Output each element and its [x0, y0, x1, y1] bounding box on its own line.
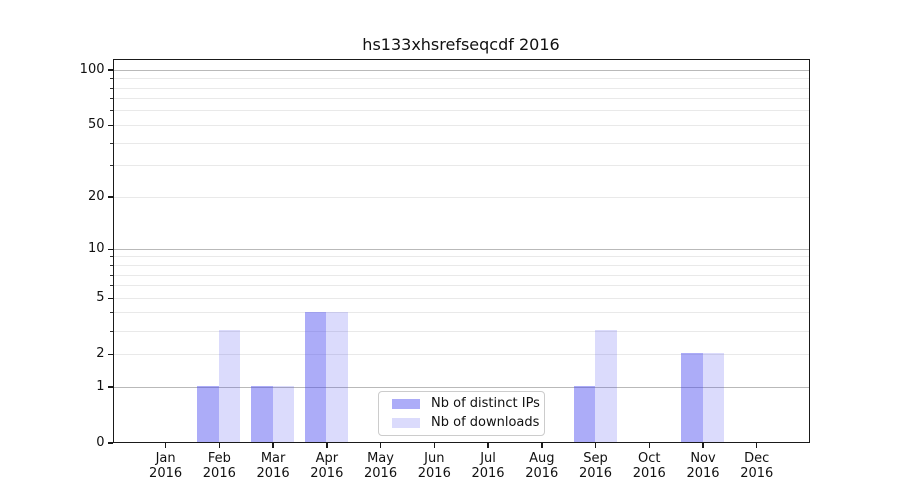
legend-swatch-distinct-ips	[392, 399, 420, 409]
gridline-major-1	[113, 386, 809, 388]
y-axis-tick-2: 2	[96, 346, 105, 362]
y-axis-minor-tickmark-40	[110, 142, 113, 144]
x-axis-tickmark-apr	[326, 443, 328, 448]
gridline-minor-80	[113, 87, 809, 89]
legend: Nb of distinct IPs Nb of downloads	[378, 391, 545, 436]
y-axis-tick-100: 100	[79, 62, 105, 78]
bar-downloads-sep	[595, 330, 617, 442]
bar-distinct-ips-apr	[304, 312, 327, 442]
bar-downloads-apr	[326, 312, 348, 442]
gridline-major-10	[113, 248, 809, 250]
bar-distinct-ips-nov	[681, 353, 703, 442]
x-axis-tick-aug: Aug 2016	[525, 451, 559, 481]
legend-swatch-downloads	[392, 418, 420, 428]
gridline-minor-9	[113, 256, 809, 258]
x-axis-tickmark-dec	[755, 443, 758, 448]
plot-area	[112, 59, 810, 443]
gridline-minor-70	[113, 98, 809, 100]
x-axis-tickmark-may	[379, 443, 382, 448]
gridline-minor-50	[113, 124, 809, 126]
legend-label-downloads: Nb of downloads	[431, 415, 540, 430]
gridline-minor-60	[113, 110, 809, 112]
y-axis-tick-5: 5	[96, 290, 105, 306]
gridline-minor-2	[113, 353, 809, 355]
x-axis-tickmark-feb	[218, 443, 221, 448]
x-axis-tickmark-mar	[272, 443, 274, 448]
x-axis-tick-jan: Jan 2016	[149, 451, 183, 481]
y-axis-tickmark-10	[108, 248, 113, 251]
y-axis-tickmark-1	[108, 386, 113, 388]
bar-distinct-ips-mar	[251, 386, 273, 442]
y-axis-minor-tickmark-4	[110, 312, 113, 314]
x-axis-tickmark-oct	[648, 443, 650, 448]
gridline-minor-4	[113, 312, 809, 314]
y-axis-tickmark-2	[108, 353, 113, 355]
x-axis-tick-mar: Mar 2016	[256, 451, 290, 481]
bar-downloads-nov	[702, 353, 724, 442]
x-axis-tickmark-nov	[702, 443, 704, 448]
x-axis-tickmark-jul	[487, 443, 489, 448]
x-axis-tick-jul: Jul 2016	[471, 451, 505, 481]
chart-title: hs133xhsrefseqcdf 2016	[362, 35, 560, 54]
bar-downloads-mar	[272, 386, 295, 442]
y-axis-minor-tickmark-9	[110, 256, 113, 258]
legend-label-distinct-ips: Nb of distinct IPs	[431, 396, 540, 411]
y-axis-minor-tickmark-70	[110, 98, 113, 100]
y-axis-minor-tickmark-7	[110, 274, 113, 276]
bar-distinct-ips-feb	[197, 386, 219, 442]
x-axis-tick-jun: Jun 2016	[417, 451, 451, 481]
y-axis-minor-tickmark-3	[110, 330, 113, 332]
y-axis-tickmark-100	[108, 69, 113, 71]
x-axis-tick-may: May 2016	[364, 451, 398, 481]
x-axis-tick-feb: Feb 2016	[202, 451, 236, 481]
x-axis-tick-sep: Sep 2016	[578, 451, 613, 481]
gridline-minor-5	[113, 297, 809, 299]
gridline-minor-30	[113, 165, 809, 167]
gridline-minor-20	[113, 196, 809, 198]
y-axis-minor-tickmark-6	[110, 285, 113, 287]
y-axis-minor-tickmark-60	[110, 110, 113, 112]
y-axis-minor-tickmark-30	[110, 165, 113, 167]
legend-entry-distinct-ips: Nb of distinct IPs	[385, 396, 540, 412]
y-axis-minor-tickmark-8	[110, 265, 113, 266]
x-axis-tickmark-jun	[433, 443, 436, 448]
x-axis-tickmark-sep	[594, 443, 597, 448]
y-axis-tick-50: 50	[87, 117, 105, 133]
y-axis-tickmark-0	[108, 442, 113, 444]
bar-distinct-ips-sep	[573, 386, 596, 442]
x-axis-tick-apr: Apr 2016	[310, 451, 344, 481]
y-axis-tickmark-5	[108, 297, 113, 299]
y-axis-tick-1: 1	[96, 379, 105, 394]
x-axis-tickmark-aug	[541, 443, 543, 448]
legend-entry-downloads: Nb of downloads	[385, 415, 540, 431]
gridline-minor-8	[113, 265, 809, 266]
y-axis-tickmark-20	[108, 196, 113, 198]
gridline-minor-40	[113, 142, 809, 144]
y-axis-tick-0: 0	[96, 435, 105, 450]
x-axis-tick-nov: Nov 2016	[686, 451, 720, 481]
x-axis-tick-oct: Oct 2016	[632, 451, 666, 481]
gridline-major-100	[113, 69, 809, 71]
y-axis-tick-10: 10	[87, 241, 105, 257]
bar-downloads-feb	[218, 330, 241, 442]
x-axis-tickmark-jan	[164, 443, 167, 448]
y-axis-tick-20: 20	[87, 189, 105, 205]
gridline-minor-3	[113, 330, 809, 332]
y-axis-minor-tickmark-80	[110, 87, 113, 89]
x-axis-tick-dec: Dec 2016	[740, 451, 774, 481]
gridline-minor-7	[113, 274, 809, 276]
gridline-minor-90	[113, 78, 809, 80]
y-axis-minor-tickmark-90	[110, 78, 113, 80]
y-axis-tickmark-50	[108, 124, 113, 127]
gridline-minor-6	[113, 285, 809, 287]
